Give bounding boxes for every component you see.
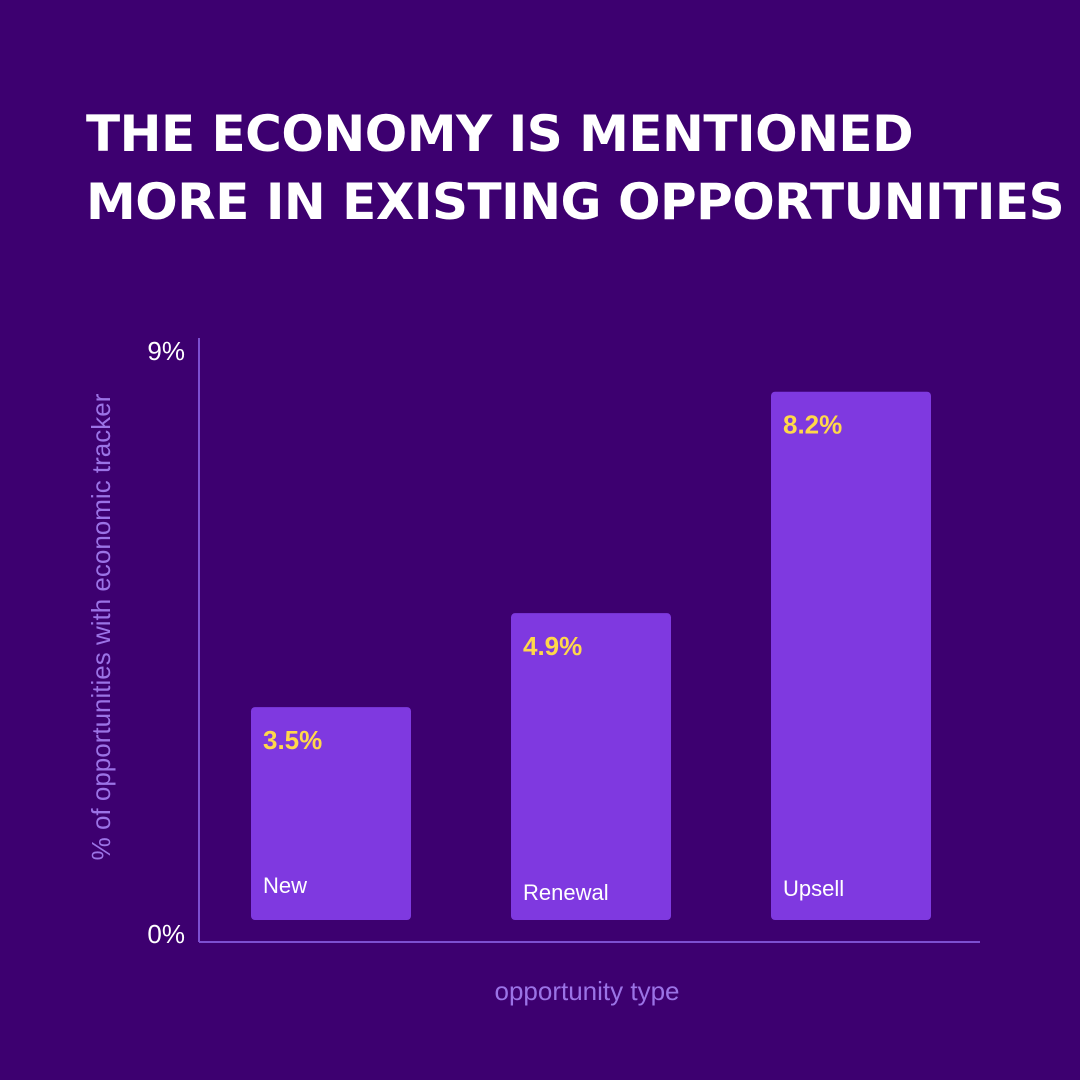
value-label-upsell: 8.2% [783,410,842,440]
title-line-1: THE ECONOMY IS MENTIONED [86,105,914,163]
bar-series: 3.5% New 4.9% Renewal 8.2% Upsell [251,391,931,920]
title-line-2: MORE IN EXISTING OPPORTUNITIES [86,173,1065,231]
value-label-renewal: 4.9% [523,631,582,661]
value-label-new: 3.5% [263,725,322,755]
y-axis-title: % of opportunities with economic tracker [86,393,116,860]
bar-new [251,707,411,920]
x-axis-title: opportunity type [494,976,679,1006]
chart-title: THE ECONOMY IS MENTIONED MORE IN EXISTIN… [86,100,1065,236]
y-tick-label-max: 9% [147,336,185,366]
category-label-renewal: Renewal [523,880,609,905]
bar-renewal [511,613,671,920]
bar-upsell [771,391,931,920]
category-label-new: New [263,873,307,898]
category-label-upsell: Upsell [783,876,844,901]
y-tick-label-min: 0% [147,919,185,949]
